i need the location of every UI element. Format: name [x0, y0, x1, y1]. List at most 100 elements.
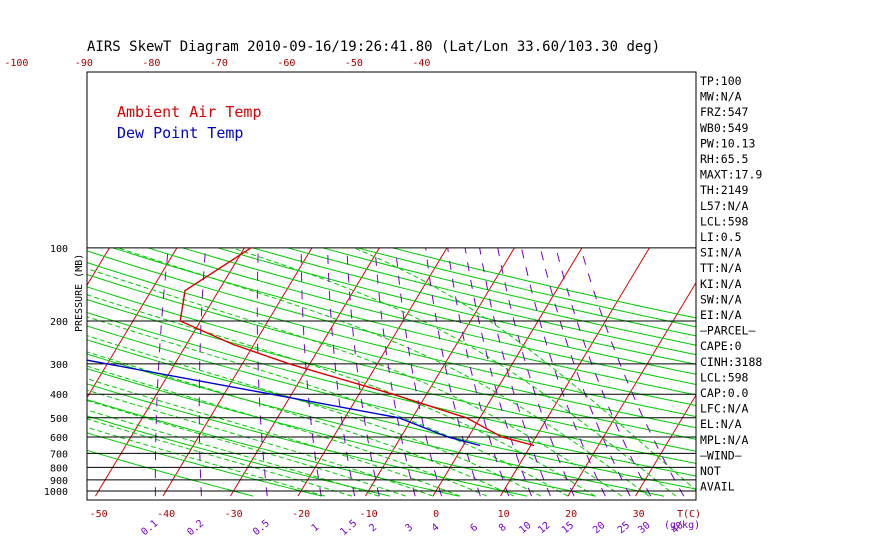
moist-adiabat-line [231, 247, 677, 497]
x-axis-label: T(C) [677, 509, 701, 520]
pressure-tick-label: 400 [50, 390, 68, 401]
stat-item: TT:N/A [700, 261, 742, 275]
stat-item: AVAIL [700, 480, 735, 494]
top-temp-tick-label: -100 [4, 58, 28, 69]
mixing-ratio-line [327, 247, 356, 497]
bottom-temp-tick-label: -30 [225, 509, 243, 520]
bottom-temp-tick-label: -40 [157, 509, 175, 520]
stat-item: TP:100 [700, 74, 742, 88]
mixing-ratio-line [374, 247, 416, 497]
dry-adiabat-line [87, 339, 696, 490]
mixing-ratio-tick-label: 8 [497, 522, 509, 534]
dry-adiabat-line [322, 247, 696, 337]
stat-item: LI:0.5 [700, 230, 742, 244]
isotherm-line [770, 248, 870, 496]
mixing-ratio-tick-label: 4 [430, 522, 442, 534]
mixing-ratio-line [154, 247, 169, 497]
mixing-ratio-tick-label: 10 [517, 520, 533, 536]
mixing-ratio-line [395, 247, 443, 497]
isobar-lines [87, 247, 696, 492]
pressure-tick-label: 700 [50, 449, 68, 460]
mixing-ratio-line [497, 247, 575, 497]
pressure-tick-label: 300 [50, 360, 68, 371]
dry-adiabat-line [392, 247, 696, 319]
mixing-ratio-tick-label: 0.1 [139, 518, 160, 538]
stat-item: CINH:3188 [700, 355, 762, 369]
mixing-ratio-tick-label: 12 [536, 520, 552, 536]
mixing-ratio-unit-label: (g/kg) [664, 520, 700, 531]
bottom-temp-tick-label: 20 [565, 509, 577, 520]
stat-item: MW:N/A [700, 90, 742, 104]
moist-adiabat-line [87, 418, 353, 497]
stat-item: —PARCEL— [700, 324, 755, 338]
stat-item: NOT [700, 464, 721, 478]
stat-item: EI:N/A [700, 308, 742, 322]
bottom-temperature-tick-labels: -50 -40 -30 -20 -10 0 10 20 30 [90, 509, 645, 520]
isotherm-line [162, 247, 313, 497]
sounding-profiles [87, 247, 535, 447]
stat-item: LFC:N/A [700, 402, 749, 416]
mixing-ratio-line [521, 247, 606, 497]
stat-item: PW:10.13 [700, 136, 755, 150]
stat-item: RH:65.5 [700, 152, 748, 166]
isotherm-line [499, 247, 650, 497]
stat-item: FRZ:547 [700, 105, 749, 119]
dry-adiabat-line [87, 299, 696, 452]
top-temp-tick-label: -70 [210, 58, 228, 69]
pressure-tick-label: 500 [50, 414, 68, 425]
isotherm-line [634, 394, 696, 497]
stat-item: —WIND— [700, 448, 742, 462]
dry-adiabat-line [112, 247, 696, 396]
mixing-ratio-line [539, 247, 631, 497]
bottom-temp-tick-label: 10 [498, 509, 510, 520]
bottom-temp-tick-label: -10 [360, 509, 378, 520]
mixing-ratio-line [580, 247, 685, 497]
dry-adiabat-line [147, 247, 696, 385]
bottom-temp-tick-label: -50 [90, 509, 108, 520]
dry-adiabat-line [182, 247, 696, 375]
moist-adiabat-line [87, 316, 569, 497]
mixing-ratio-tick-label: 1.5 [338, 518, 359, 538]
mixing-ratio-tick-label: 20 [591, 520, 607, 536]
pressure-tick-label: 200 [50, 317, 68, 328]
dry-adiabat-line [87, 250, 696, 407]
top-temp-tick-label: -80 [142, 58, 160, 69]
moist-adiabat-line [353, 247, 696, 491]
mixing-ratio-tick-label: 30 [636, 520, 652, 536]
background-lines [0, 247, 870, 497]
axes [86, 71, 697, 501]
mixing-ratio-line [479, 247, 551, 497]
pressure-tick-label: 900 [50, 476, 68, 487]
dry-adiabat-line [87, 415, 391, 497]
pressure-tick-label: 1000 [44, 487, 68, 498]
mixing-ratio-tick-label: 3 [403, 522, 415, 534]
moist-adiabat-line [87, 335, 542, 497]
top-temp-tick-label: -90 [75, 58, 93, 69]
mixing-ratio-line [346, 247, 380, 497]
ambient-air-temp-line [179, 247, 535, 447]
legend: Ambient Air Temp Dew Point Temp [117, 103, 262, 142]
pressure-tick-label: 100 [50, 244, 68, 255]
moist-adiabat-line [87, 389, 434, 497]
top-temp-tick-label: -60 [277, 58, 295, 69]
stat-item: TH:2149 [700, 183, 749, 197]
isotherm-line [297, 247, 448, 497]
isotherm-line [0, 248, 42, 496]
stat-item: LCL:598 [700, 370, 749, 384]
moist-adiabat-line [87, 351, 515, 497]
dry-adiabat-line [87, 449, 254, 497]
top-temp-tick-label: -40 [412, 58, 430, 69]
pressure-tick-label: 600 [50, 433, 68, 444]
pressure-tick-label: 800 [50, 463, 68, 474]
chart-title: AIRS SkewT Diagram 2010-09-16/19:26:41.8… [87, 39, 660, 55]
stat-item: MPL:N/A [700, 433, 749, 447]
legend-ambient-air-temp: Ambient Air Temp [117, 103, 262, 121]
mixing-ratio-tick-label: 25 [616, 520, 632, 536]
dry-adiabat-line [87, 262, 696, 418]
dry-adiabat-line [87, 368, 596, 497]
bottom-temp-tick-label: 30 [633, 509, 645, 520]
mixing-ratio-line [425, 247, 481, 497]
